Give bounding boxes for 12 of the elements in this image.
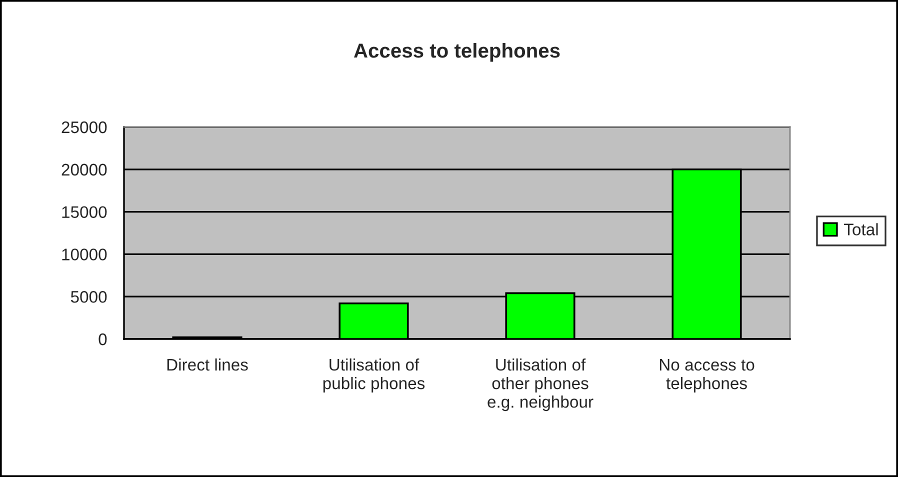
- y-tick-label: 10000: [62, 248, 107, 260]
- x-tick-label: Utilisation of public phones: [323, 358, 425, 393]
- y-tick-label: 20000: [62, 164, 107, 176]
- y-tick-label: 15000: [62, 206, 107, 218]
- legend-label: Total: [844, 223, 878, 236]
- x-tick-label: No access to telephones: [660, 359, 754, 393]
- x-tick-label: Direct lines: [167, 358, 248, 371]
- y-tick-label: 0: [98, 333, 107, 346]
- y-tick-label: 25000: [62, 121, 107, 134]
- x-tick-label: Utilisation of other phones e.g. neighbour: [488, 358, 594, 412]
- chart-title: Access to telephones: [354, 42, 560, 62]
- y-tick-label: 5000: [70, 291, 107, 303]
